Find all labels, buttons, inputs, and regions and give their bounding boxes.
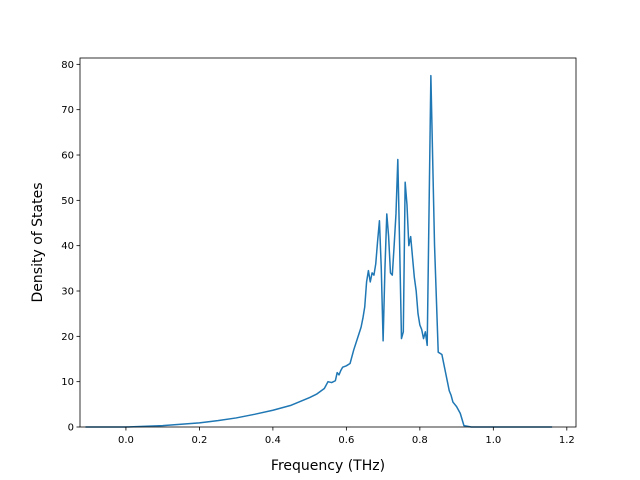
- x-tick-label: 0.8: [412, 435, 428, 446]
- y-axis-label: Density of States: [30, 183, 46, 303]
- y-tick-label: 40: [61, 241, 74, 252]
- x-tick-label: 0.0: [118, 435, 134, 446]
- y-tick-label: 60: [61, 151, 74, 162]
- y-tick-label: 80: [61, 60, 74, 71]
- y-tick-label: 70: [61, 105, 74, 116]
- x-tick-label: 1.0: [485, 435, 501, 446]
- y-tick-label: 10: [61, 377, 74, 388]
- plot-area: [85, 74, 553, 428]
- y-tick-label: 20: [61, 332, 74, 343]
- x-tick-label: 0.2: [191, 435, 207, 446]
- x-axis-label: Frequency (THz): [271, 458, 385, 474]
- x-tick-label: 1.2: [559, 435, 575, 446]
- x-tick-label: 0.4: [265, 435, 281, 446]
- y-tick-label: 50: [61, 196, 74, 207]
- plot-frame: [79, 57, 577, 428]
- x-axis-ticks: 0.0 0.2 0.4 0.6 0.8 1.0 1.2: [118, 427, 575, 446]
- y-tick-label: 30: [61, 287, 74, 298]
- y-tick-label: 0: [68, 423, 74, 434]
- series-line: [85, 74, 553, 428]
- y-axis-ticks: 0 10 20 30 40 50 60 70 80: [61, 60, 80, 434]
- x-tick-label: 0.6: [338, 435, 354, 446]
